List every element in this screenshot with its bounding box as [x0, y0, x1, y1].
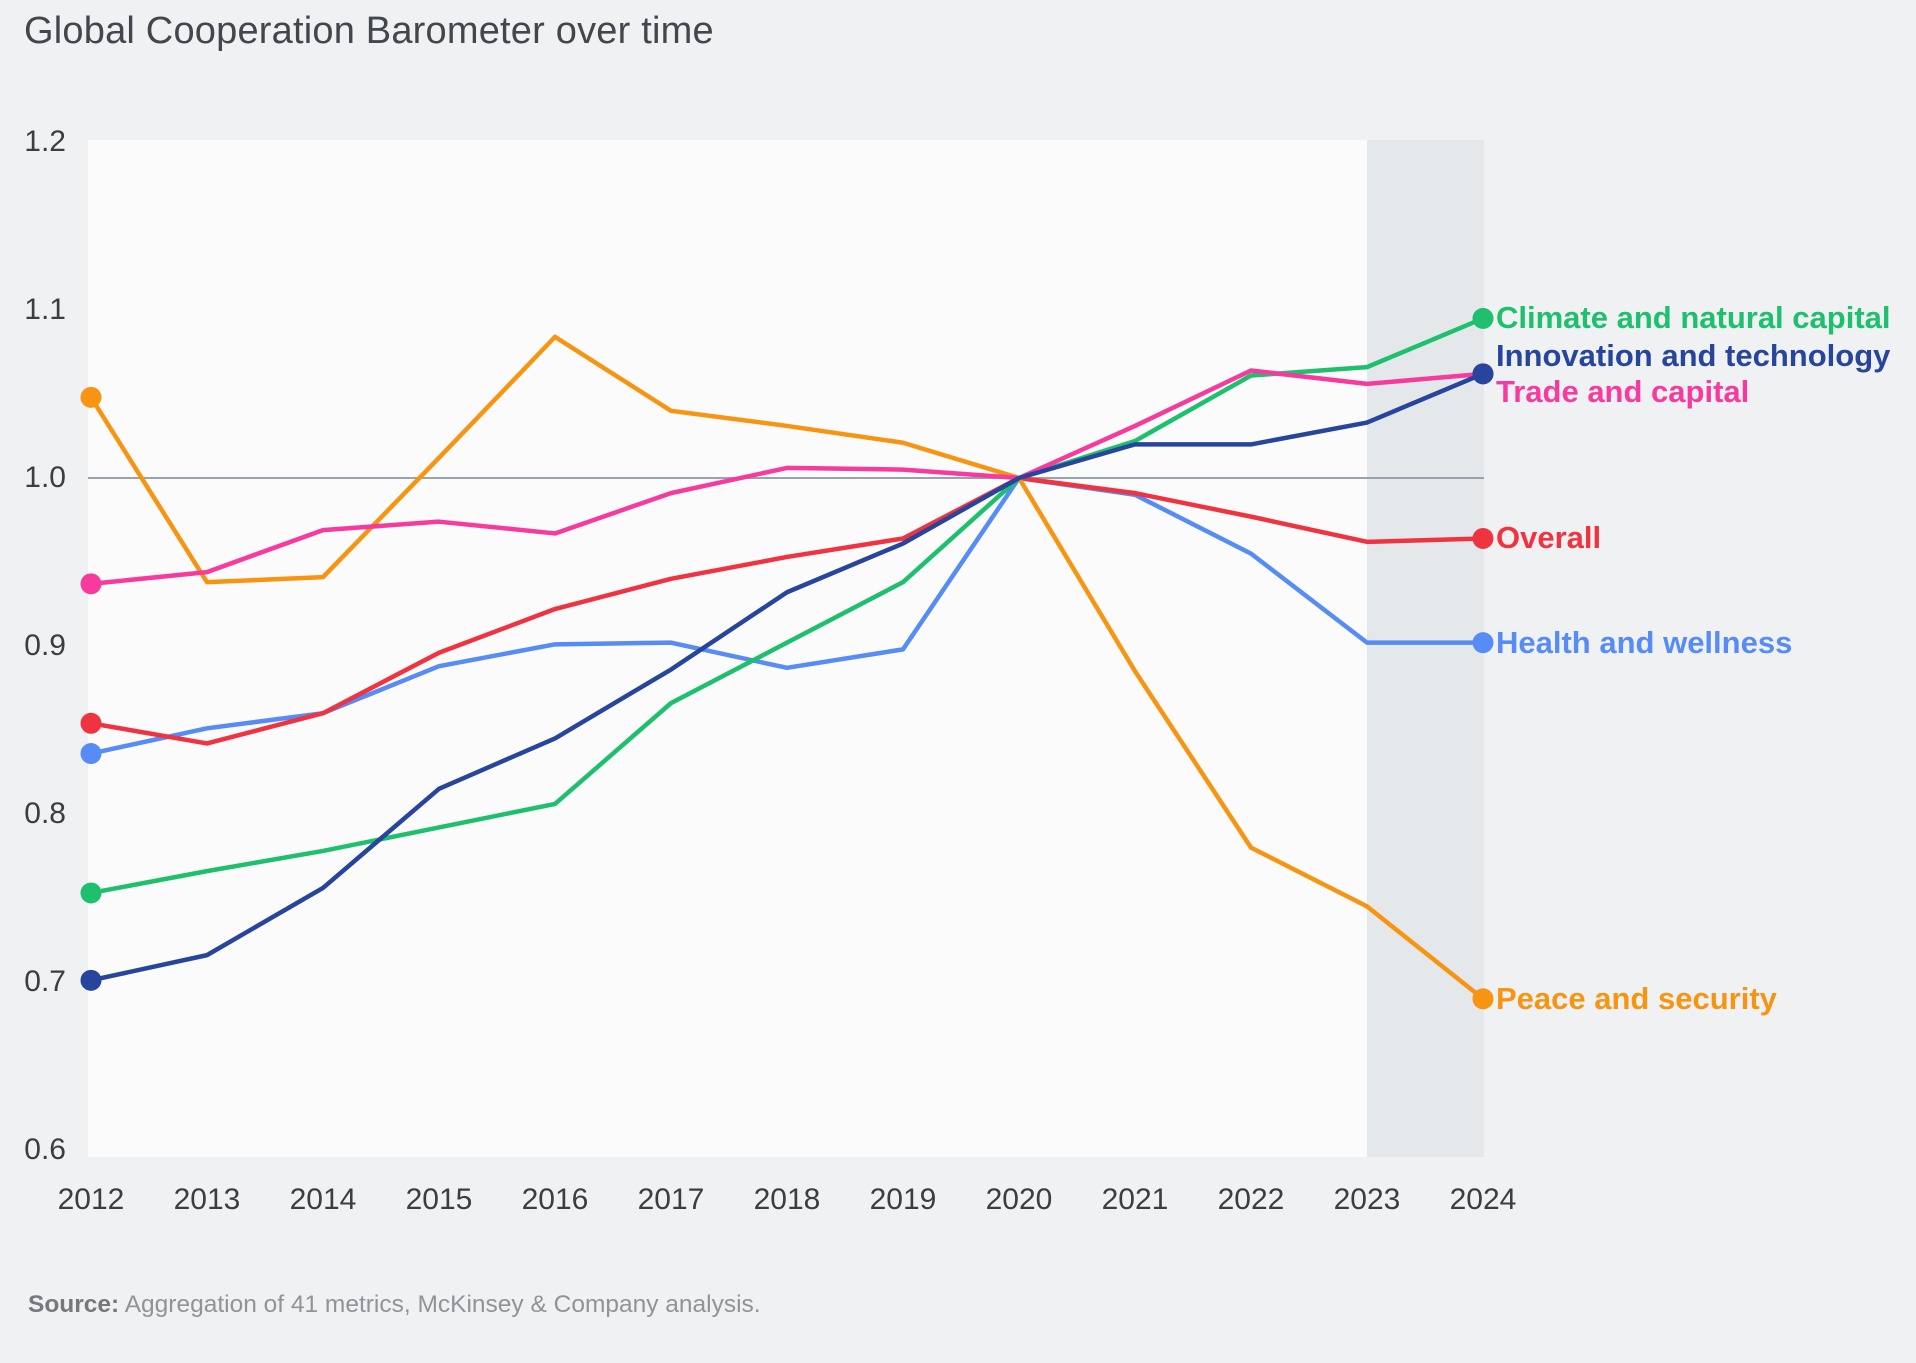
legend-label-climate-and-natural-capital: Climate and natural capital: [1496, 300, 1891, 336]
y-tick-label: 0.6: [24, 1133, 66, 1166]
series-end-dot-health-and-wellness: [1472, 632, 1494, 654]
legend-label-overall: Overall: [1496, 520, 1602, 556]
series-start-dot-trade-and-capital: [80, 573, 102, 595]
source-text: Aggregation of 41 metrics, McKinsey & Co…: [124, 1291, 761, 1318]
highlight-band: [1367, 140, 1484, 1157]
x-tick-label: 2014: [289, 1183, 357, 1216]
source-label: Source:: [28, 1291, 120, 1318]
series-end-dot-overall: [1472, 527, 1494, 549]
x-tick-label: 2013: [173, 1183, 241, 1216]
series-start-dot-health-and-wellness: [80, 743, 102, 765]
series-line-trade-and-capital: [88, 368, 1486, 587]
legend-label-innovation-and-technology: Innovation and technology: [1496, 337, 1891, 373]
legend-label-trade-and-capital: Trade and capital: [1496, 373, 1750, 409]
y-tick-label: 0.7: [24, 965, 66, 998]
x-tick-label: 2017: [637, 1183, 705, 1216]
y-tick-label: 1.0: [24, 461, 66, 494]
y-tick-label: 1.2: [24, 125, 66, 158]
y-tick-label: 0.8: [24, 797, 66, 830]
x-tick-label: 2023: [1333, 1183, 1401, 1216]
series-start-dot-peace-and-security: [80, 386, 102, 408]
series-end-dot-peace-and-security: [1472, 988, 1494, 1010]
x-tick-label: 2018: [753, 1183, 821, 1216]
chart-title: Global Cooperation Barometer over time: [24, 10, 714, 52]
plot-background: [88, 140, 1484, 1157]
series-line-climate-and-natural-capital: [88, 316, 1486, 896]
series-start-dot-climate-and-natural-capital: [80, 882, 102, 904]
legend-label-peace-and-security: Peace and security: [1496, 980, 1777, 1016]
series-line-overall: [88, 475, 1486, 746]
x-tick-label: 2020: [985, 1183, 1053, 1216]
x-tick-label: 2022: [1217, 1183, 1285, 1216]
series-line-innovation-and-technology: [88, 371, 1486, 983]
series-start-dot-overall: [80, 712, 102, 734]
x-tick-label: 2012: [57, 1183, 125, 1216]
source-note: Source: Aggregation of 41 metrics, McKin…: [28, 1291, 761, 1319]
series-end-dot-innovation-and-technology: [1472, 363, 1494, 385]
y-tick-label: 1.1: [24, 293, 66, 326]
legend-label-health-and-wellness: Health and wellness: [1496, 624, 1793, 660]
x-tick-label: 2019: [869, 1183, 937, 1216]
series-end-dot-climate-and-natural-capital: [1472, 307, 1494, 329]
x-tick-label: 2016: [521, 1183, 589, 1216]
x-tick-label: 2015: [405, 1183, 473, 1216]
y-tick-label: 0.9: [24, 629, 66, 662]
series-line-peace-and-security: [88, 334, 1486, 1002]
x-tick-label: 2024: [1449, 1183, 1517, 1216]
series-start-dot-innovation-and-technology: [80, 969, 102, 991]
x-tick-label: 2021: [1101, 1183, 1169, 1216]
